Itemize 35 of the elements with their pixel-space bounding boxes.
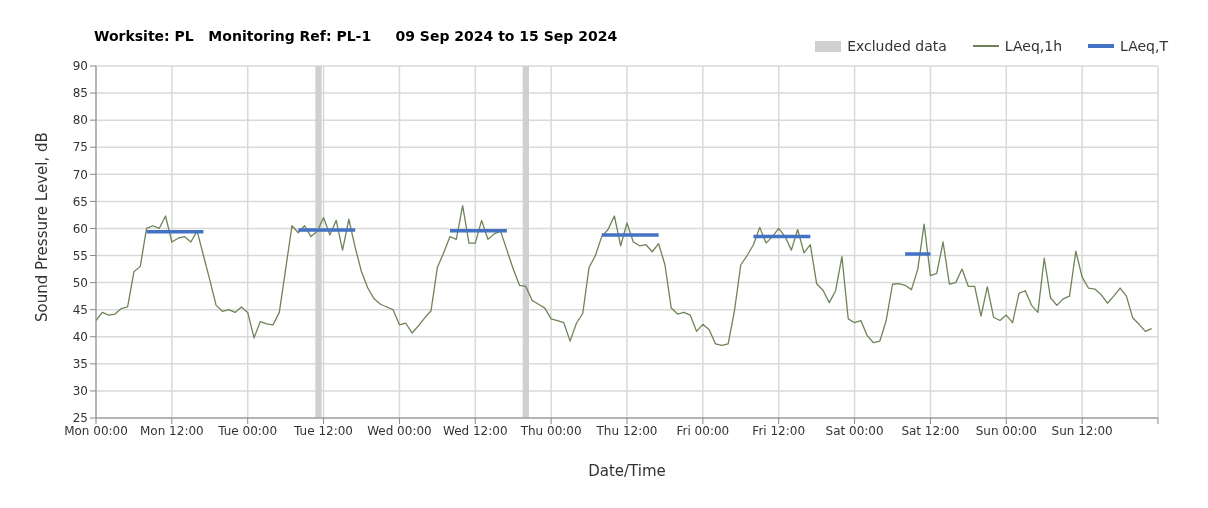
- y-tick-label: 25: [72, 411, 88, 426]
- x-axis-title: Date/Time: [588, 462, 666, 480]
- y-tick-label: 80: [72, 113, 88, 128]
- y-tick-label: 70: [72, 167, 88, 182]
- y-tick-label: 30: [72, 384, 88, 399]
- x-tick-label: Sun 00:00: [975, 423, 1037, 438]
- line-series: [96, 205, 1153, 347]
- legend-label: Excluded data: [847, 38, 947, 54]
- x-tick-label: Fri 12:00: [752, 423, 806, 438]
- x-tick-label: Mon 00:00: [64, 423, 128, 438]
- chart-title: Worksite: PL Monitoring Ref: PL-1 09 Sep 2024 to 15 Sep 2024: [94, 28, 618, 44]
- x-tick-label: Thu 12:00: [595, 423, 658, 438]
- x-tick-label: Fri 00:00: [676, 423, 730, 438]
- y-tick-label: 50: [72, 275, 88, 290]
- x-tick-label: Tue 00:00: [217, 423, 278, 438]
- legend-label: LAeq,1h: [1004, 38, 1063, 54]
- y-tick-label: 35: [72, 357, 88, 372]
- y-axis-title: Sound Pressure Level, dB: [33, 132, 52, 322]
- y-tick-label: 60: [72, 221, 88, 236]
- y-tick-label: 65: [72, 194, 88, 209]
- y-tick-label: 45: [72, 302, 88, 317]
- y-tick-label: 55: [72, 248, 88, 263]
- x-tick-label: Mon 12:00: [140, 423, 204, 438]
- x-tick-label: Tue 12:00: [293, 423, 354, 438]
- y-tick-label: 85: [72, 86, 88, 101]
- x-tick-label: Sat 12:00: [901, 423, 960, 438]
- y-tick-label: 75: [72, 140, 88, 155]
- x-tick-label: Sun 12:00: [1051, 423, 1113, 438]
- x-tick-label: Wed 12:00: [443, 423, 508, 438]
- x-tick-label: Sat 00:00: [825, 423, 884, 438]
- legend-label: LAeq,T: [1120, 38, 1168, 54]
- x-tick-label: Wed 00:00: [367, 423, 432, 438]
- y-tick-label: 90: [72, 59, 88, 74]
- x-tick-label: Thu 00:00: [519, 423, 582, 438]
- y-tick-label: 40: [72, 330, 88, 345]
